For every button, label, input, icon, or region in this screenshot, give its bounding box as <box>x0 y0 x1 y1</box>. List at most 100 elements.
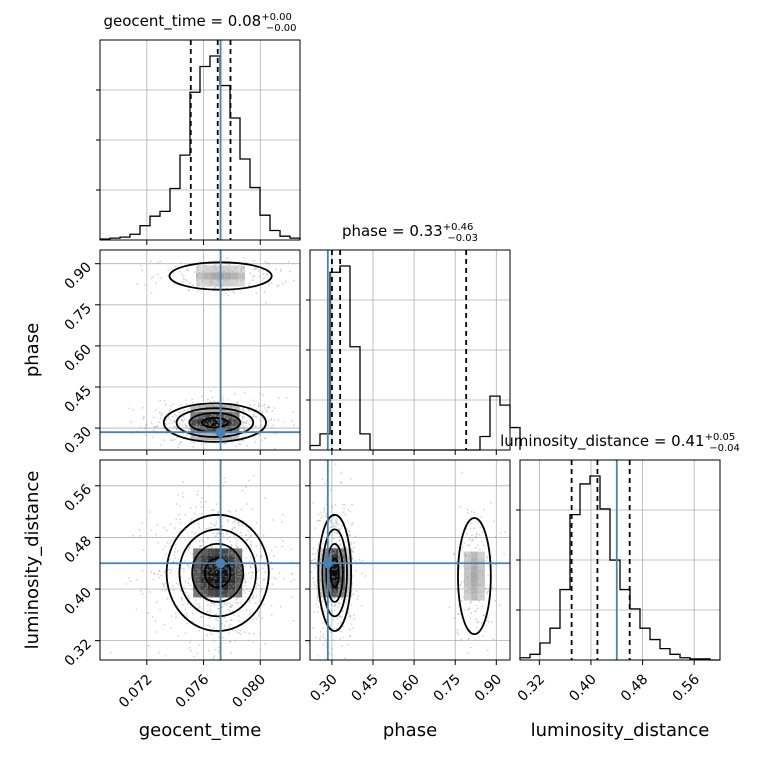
sample-point <box>338 615 341 618</box>
sample-point <box>196 493 199 496</box>
sample-point <box>210 575 213 578</box>
sample-point <box>191 413 194 415</box>
sample-point <box>178 513 180 516</box>
sample-point <box>179 270 182 273</box>
sample-point <box>345 598 347 601</box>
sample-point <box>230 425 232 428</box>
sample-point <box>283 421 286 424</box>
sample-point <box>271 583 274 586</box>
x-axis-label-geocent_time: geocent_time <box>139 720 262 741</box>
sample-point <box>226 417 229 420</box>
sample-point <box>487 574 490 577</box>
density-cell <box>317 576 325 584</box>
sample-point <box>353 618 356 620</box>
y-tick-label: 0.32 <box>62 636 95 669</box>
sample-point <box>186 564 189 567</box>
sample-point <box>196 652 199 655</box>
density-cell <box>197 412 205 420</box>
sample-point <box>333 608 336 611</box>
sample-point <box>334 549 337 551</box>
sample-point <box>316 519 319 522</box>
density-cell <box>477 551 485 559</box>
sample-point <box>274 268 277 271</box>
density-cell <box>463 558 471 566</box>
sample-point <box>141 522 143 524</box>
sample-point <box>196 424 198 426</box>
sample-point <box>282 282 284 285</box>
sample-point <box>475 533 478 536</box>
sample-point <box>226 417 229 419</box>
sample-point <box>212 532 215 535</box>
sample-point <box>251 507 254 510</box>
sample-point <box>252 596 255 599</box>
sample-point <box>453 552 456 555</box>
sample-point <box>164 545 167 548</box>
sample-point <box>455 640 457 642</box>
sample-point <box>171 439 174 441</box>
sample-point <box>469 527 472 530</box>
sample-point <box>329 631 332 634</box>
sample-point <box>179 589 182 592</box>
sample-point <box>252 474 255 477</box>
sample-point <box>261 617 264 619</box>
sample-point <box>232 526 235 529</box>
sample-point <box>209 423 212 426</box>
sample-point <box>333 568 336 571</box>
sample-point <box>209 415 212 418</box>
sample-point <box>223 415 226 418</box>
sample-point <box>358 559 361 561</box>
sample-point <box>244 580 247 583</box>
sample-point <box>291 572 294 575</box>
sample-point <box>225 603 227 606</box>
sample-point <box>226 602 229 604</box>
sample-point <box>223 409 226 412</box>
sample-point <box>207 268 210 271</box>
sample-point <box>460 599 463 602</box>
sample-point <box>328 652 331 655</box>
sample-point <box>174 426 177 429</box>
sample-point <box>173 554 176 557</box>
sample-point <box>473 557 475 560</box>
density-cell <box>331 569 339 577</box>
sample-point <box>333 639 335 642</box>
sample-point <box>263 603 265 605</box>
sample-point <box>156 425 159 428</box>
sample-point <box>334 590 337 593</box>
sample-point <box>338 588 341 591</box>
sample-point <box>234 578 237 581</box>
sample-point <box>255 595 258 597</box>
sample-point <box>210 565 213 567</box>
sample-point <box>457 613 459 616</box>
sample-point <box>187 549 190 552</box>
sample-point <box>209 564 211 567</box>
sample-point <box>203 417 205 419</box>
sample-point <box>487 590 490 593</box>
sample-point <box>213 421 216 424</box>
sample-point <box>145 423 148 426</box>
density-cell <box>232 412 240 420</box>
sample-point <box>347 508 350 511</box>
sample-point <box>216 272 219 274</box>
sample-point <box>157 261 159 264</box>
sample-point <box>147 644 150 647</box>
density-cell <box>463 579 471 587</box>
density-cell <box>196 265 204 273</box>
sample-point <box>207 649 210 652</box>
sample-point <box>169 558 171 561</box>
sample-point <box>212 438 214 440</box>
density-cell <box>317 555 325 563</box>
sample-point <box>228 409 231 412</box>
sample-point <box>352 522 354 525</box>
sample-point <box>504 531 506 534</box>
sample-point <box>330 556 333 558</box>
sample-point <box>257 584 260 587</box>
sample-point <box>202 279 205 282</box>
density-cell <box>193 590 201 598</box>
sample-point <box>198 426 201 428</box>
sample-point <box>184 278 187 281</box>
y-tick-label: 0.90 <box>62 259 95 292</box>
density-cell <box>470 579 478 587</box>
sample-point <box>174 544 177 546</box>
density-cell <box>200 548 208 556</box>
sample-point <box>474 610 477 613</box>
